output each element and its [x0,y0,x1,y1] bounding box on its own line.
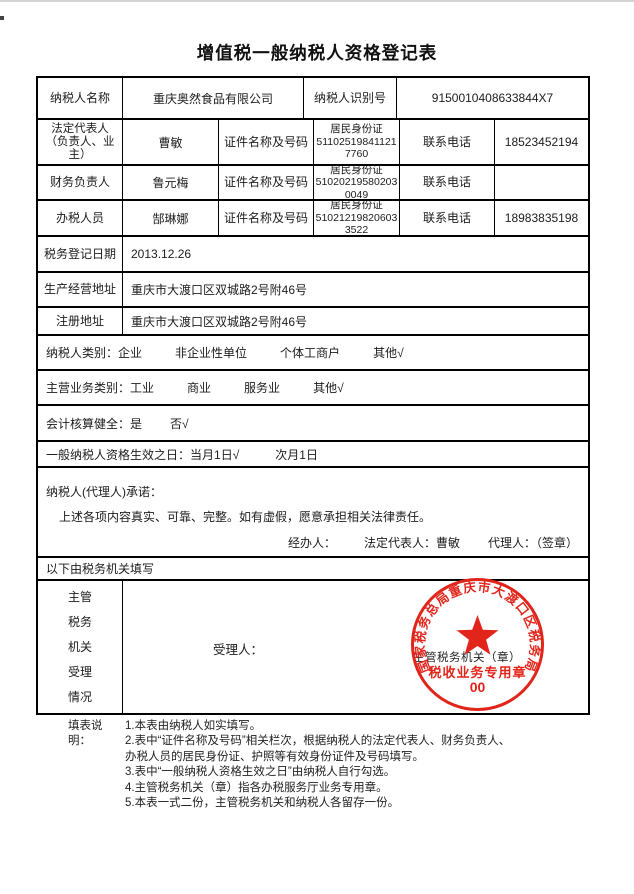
commitment-legal-rep: 法定代表人：曹敏 [363,536,460,550]
clerk-name: 郜琳娜 [123,201,219,235]
row-taxpayer-name: 纳税人名称 重庆奥然食品有限公司 纳税人识别号 9150010408633844… [38,78,588,118]
business-option-commerce: 商业 [187,381,212,395]
acceptance-body: 受理人： [123,581,588,713]
effective-label: 一般纳税人资格生效之日： [46,447,191,462]
category-option-other-checked: 其他√ [373,346,404,360]
business-option-other-checked: 其他√ [313,381,344,395]
row-finance-officer: 财务负责人 鲁元梅 证件名称及号码 居民身份证 51020219580203004… [38,164,588,199]
commitment-title: 纳税人(代理人)承诺： [46,485,162,499]
business-option-industry: 工业 [130,381,155,395]
phone-label: 联系电话 [400,120,495,164]
phone-label: 联系电话 [400,166,495,199]
finance-phone [495,166,588,199]
taxpayer-id-label: 纳税人识别号 [304,78,397,118]
commitment-body: 上述各项内容真实、可靠、完整。如有虚假，愿意承担相关法律责任。 [59,510,432,524]
phone-label: 联系电话 [400,201,495,235]
legal-rep-name: 曹敏 [123,120,219,164]
cert-label: 证件名称及号码 [219,120,314,164]
category-label: 纳税人类别： [46,346,119,360]
page-top-edge [0,0,634,2]
taxpayer-id-value: 9150010408633844X7 [431,91,554,105]
notes-lines: 1.本表由纳税人如实填写。 2.表中“证件名称及号码”相关栏次，根据纳税人的法定… [125,719,510,811]
business-label: 主营业务类别： [46,381,131,395]
row-effective-date: 一般纳税人资格生效之日： 当月1日√ 次月1日 [38,440,588,466]
note-line: 1.本表由纳税人如实填写。 [125,720,262,732]
scan-artifact [0,16,4,20]
finance-role-label: 财务负责人 [38,166,123,199]
row-registered-address: 注册地址 重庆市大渡口区双城路2号附46号 [38,306,588,334]
accounting-label: 会计核算健全： [46,416,131,431]
official-seal: 国家税务总局重庆市大渡口区税务局 税收业务专用章 00 [409,576,546,713]
note-line: 办税人员的居民身份证、护照等有效身份证件及号码填写。 [125,750,424,763]
effective-option-next-month: 次月1日 [275,447,318,462]
biz-addr-value: 重庆市大渡口区双城路2号附46号 [131,283,308,297]
reg-date-label: 税务登记日期 [38,237,123,271]
note-line: 4.主管税务机关（章）指各办税服务厅业务专用章。 [125,781,388,794]
reg-date-value: 2013.12.26 [131,247,192,261]
form-notes: 填表说明： 1.本表由纳税人如实填写。 2.表中“证件名称及号码”相关栏次，根据… [68,719,510,811]
page-title: 增值税一般纳税人资格登记表 [196,43,438,63]
category-option-individual: 个体工商户 [280,346,341,360]
note-line: 2.表中“证件名称及号码”相关栏次，根据纳税人的法定代表人、财务负责人、 [125,735,511,748]
cert-label: 证件名称及号码 [219,166,314,199]
row-acceptance: 主管 税务 机关 受理 情况 受理人： [38,579,588,713]
legal-rep-role-label: 法定代表人（负责人、业主） [38,120,123,164]
business-option-service: 服务业 [244,381,281,395]
form-table: 纳税人名称 重庆奥然食品有限公司 纳税人识别号 9150010408633844… [36,76,590,715]
commitment-agent-label: 代理人：（签章） [487,536,578,550]
legal-rep-cert-value: 居民身份证 511025198411217760 [314,120,400,164]
row-office-note: 以下由税务机关填写 [38,556,588,579]
clerk-role-label: 办税人员 [38,201,123,235]
commitment-signatures: 经办人： 法定代表人：曹敏 代理人：（签章） [288,534,578,551]
note-line: 5.本表一式二份，主管税务机关和纳税人各留存一份。 [125,797,400,810]
seal-ring [411,578,544,711]
row-tax-clerk: 办税人员 郜琳娜 证件名称及号码 居民身份证 510212198206033522… [38,199,588,235]
accounting-option-no-checked: 否√ [170,416,189,431]
row-accounting: 会计核算健全： 是 否√ [38,404,588,440]
seal-stamp-code: 00 [470,679,486,695]
row-legal-representative: 法定代表人（负责人、业主） 曹敏 证件名称及号码 居民身份证 5110251984… [38,118,588,164]
accounting-option-yes: 是 [130,416,143,431]
row-registration-date: 税务登记日期 2013.12.26 [38,235,588,271]
notes-label: 填表说明： [68,720,103,748]
commitment-handler-label: 经办人： [287,536,336,550]
row-commitment: 纳税人(代理人)承诺： 上述各项内容真实、可靠、完整。如有虚假，愿意承担相关法律… [38,466,588,556]
seal-graphic: 国家税务总局重庆市大渡口区税务局 税收业务专用章 00 [411,578,544,711]
taxpayer-name-label: 纳税人名称 [38,78,123,118]
taxpayer-name-value: 重庆奥然食品有限公司 [123,78,304,118]
biz-addr-label: 生产经营地址 [38,273,123,306]
reg-addr-value: 重庆市大渡口区双城路2号附46号 [131,314,308,329]
clerk-phone: 18983835198 [504,211,579,225]
office-note-text: 以下由税务机关填写 [46,562,155,576]
row-business-address: 生产经营地址 重庆市大渡口区双城路2号附46号 [38,271,588,306]
seal-caption: 主管税务机关（章） [413,652,521,664]
cert-label: 证件名称及号码 [219,201,314,235]
star-icon [456,615,499,655]
acceptor-label: 受理人： [213,643,264,657]
reg-addr-label: 注册地址 [38,308,123,334]
row-main-business: 主营业务类别： 工业 商业 服务业 其他√ [38,369,588,404]
category-option-enterprise: 企业 [118,346,143,360]
clerk-cert-value: 居民身份证 510212198206033522 [314,201,400,235]
finance-name: 鲁元梅 [123,166,219,199]
row-taxpayer-category: 纳税人类别： 企业 非企业性单位 个体工商户 其他√ [38,334,588,369]
seal-stamp-line: 税收业务专用章 [428,665,526,680]
finance-cert-value: 居民身份证 510202195802030049 [314,166,400,199]
note-line: 3.表中“一般纳税人资格生效之日”由纳税人自行勾选。 [125,766,396,779]
legal-rep-phone: 18523452194 [504,135,579,149]
acceptance-section-label: 主管 税务 机关 受理 情况 [38,581,123,713]
effective-option-current-month-checked: 当月1日√ [190,447,240,462]
category-option-nonenterprise: 非企业性单位 [175,346,248,360]
